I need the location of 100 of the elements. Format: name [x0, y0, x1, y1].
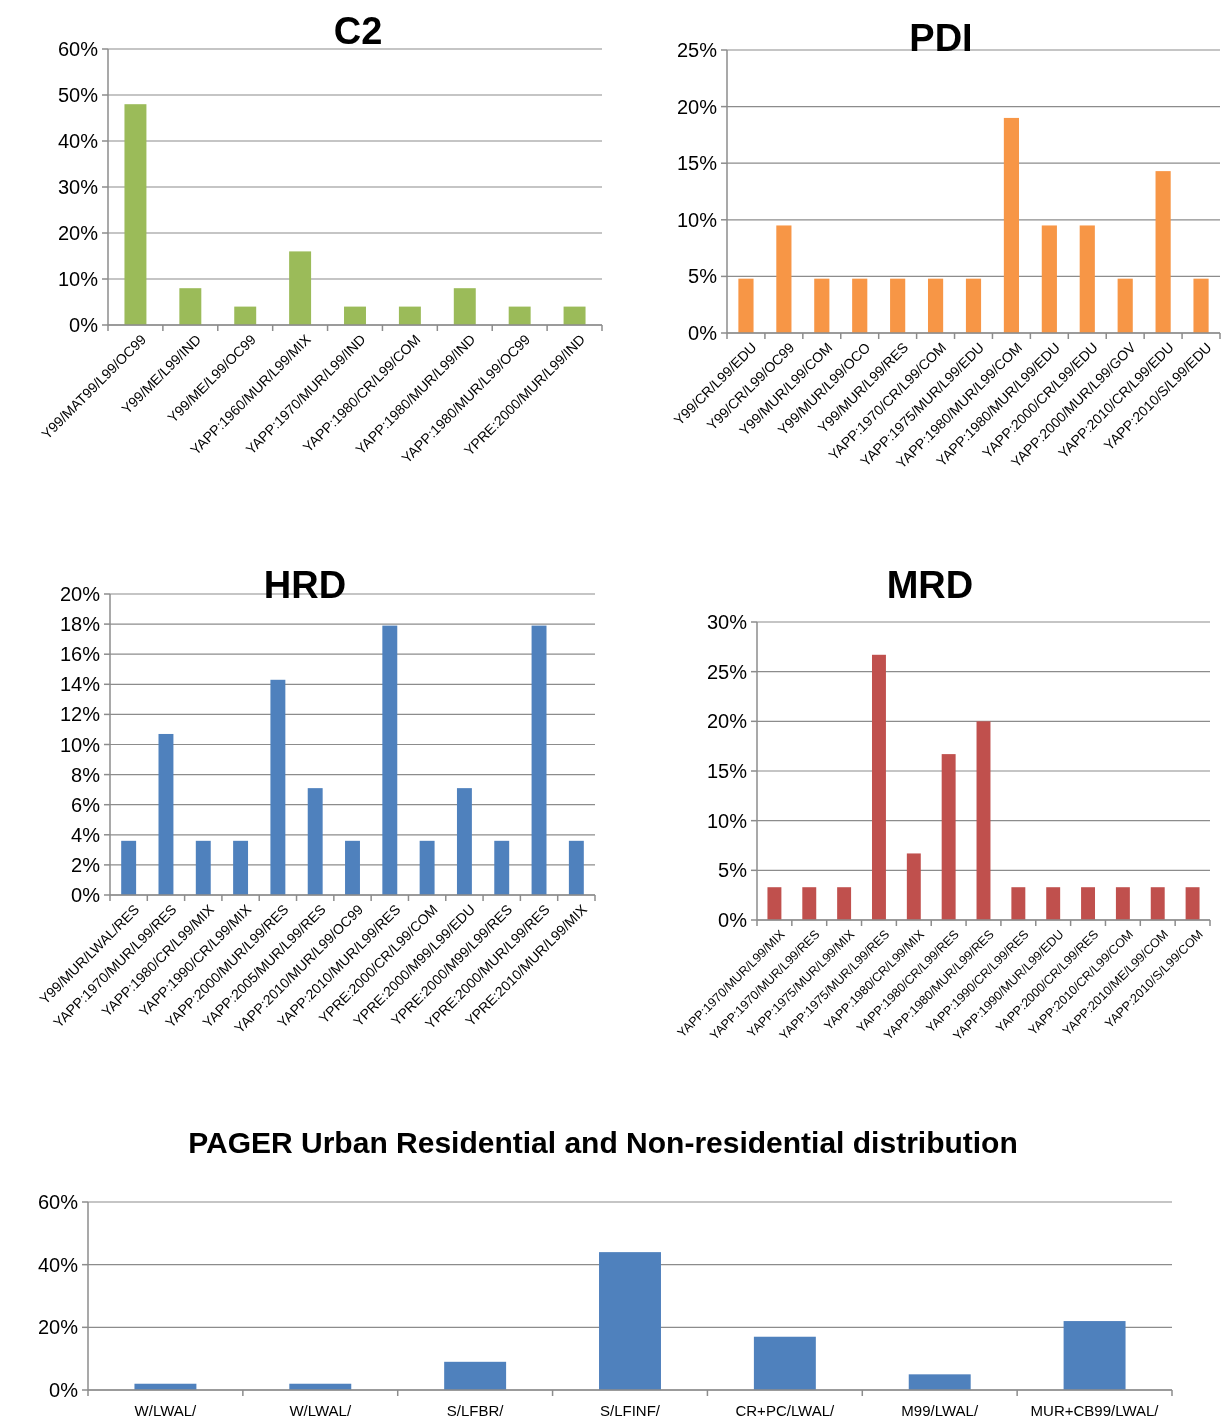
bar	[753, 1336, 816, 1390]
y-tick-label: 15%	[706, 760, 748, 782]
bar	[456, 788, 472, 895]
y-tick-label: 0%	[71, 884, 101, 906]
bar	[1041, 225, 1057, 333]
bar	[289, 251, 312, 325]
y-tick-label: 10%	[57, 268, 99, 290]
y-tick-label: 15%	[676, 152, 718, 175]
y-tick-label: 10%	[706, 809, 748, 832]
bar	[837, 887, 852, 920]
bar	[941, 754, 956, 920]
bar	[270, 679, 286, 895]
bar	[814, 278, 830, 333]
bar	[531, 625, 547, 895]
bar	[158, 733, 174, 895]
bar	[1150, 887, 1165, 920]
y-tick-label: 25%	[706, 660, 748, 683]
bar	[233, 840, 249, 895]
bar	[1117, 278, 1133, 333]
bar	[234, 306, 257, 325]
bar	[908, 1374, 971, 1390]
x-tick-label: W/LWAL/	[134, 1402, 198, 1419]
chart-title: PDI	[909, 17, 973, 59]
bar	[1115, 887, 1130, 920]
y-tick-label: 6%	[71, 793, 101, 816]
y-tick-label: 20%	[676, 95, 718, 118]
bar	[1011, 887, 1026, 920]
bar	[1046, 887, 1061, 920]
bar	[179, 288, 202, 325]
chart-title: HRD	[263, 564, 347, 606]
y-tick-label: 60%	[57, 38, 99, 60]
y-tick-label: 12%	[59, 703, 101, 726]
y-tick-label: 20%	[57, 222, 99, 244]
bar	[852, 278, 868, 333]
bar	[344, 306, 366, 325]
chart-title: PAGER Urban Residential and Non-residential distribution	[188, 1126, 1018, 1159]
bar	[345, 840, 360, 895]
bar	[382, 625, 398, 895]
y-tick-label: 40%	[57, 130, 99, 152]
bar	[599, 1252, 661, 1390]
bar	[453, 288, 476, 325]
x-tick-label: S/LFINF/	[599, 1402, 661, 1419]
bar	[976, 721, 991, 920]
bar	[398, 306, 421, 325]
bar	[508, 306, 531, 325]
bar	[1081, 887, 1096, 920]
x-tick-label: W/LWAL/	[289, 1402, 352, 1419]
bar	[444, 1361, 507, 1390]
x-tick-label: MUR+CB99/LWAL/	[1030, 1402, 1160, 1419]
y-tick-label: 60%	[37, 1191, 79, 1213]
y-tick-label: 30%	[57, 176, 99, 198]
bar	[419, 840, 435, 895]
bar	[1185, 887, 1200, 920]
y-tick-label: 0%	[718, 909, 748, 931]
y-tick-label: 5%	[718, 859, 748, 882]
y-tick-label: 4%	[71, 823, 101, 846]
bar	[776, 225, 792, 333]
y-tick-label: 14%	[59, 673, 101, 696]
bar	[767, 887, 782, 920]
bar	[563, 306, 586, 325]
x-tick-label: M99/LWAL/	[901, 1402, 979, 1419]
bar	[1003, 117, 1020, 333]
bar	[1063, 1321, 1126, 1390]
y-tick-label: 10%	[676, 208, 718, 231]
bar	[965, 278, 982, 333]
y-tick-label: 10%	[59, 733, 101, 756]
bar	[1155, 171, 1171, 333]
bar	[124, 104, 147, 325]
y-tick-label: 25%	[676, 39, 718, 61]
y-tick-label: 20%	[37, 1316, 79, 1339]
y-tick-label: 5%	[688, 265, 718, 288]
y-tick-label: 40%	[37, 1253, 79, 1276]
y-tick-label: 16%	[59, 643, 101, 666]
y-tick-label: 0%	[49, 1379, 79, 1401]
bar	[494, 840, 510, 895]
y-tick-label: 8%	[71, 763, 101, 786]
bar	[1079, 225, 1095, 333]
bar	[927, 278, 944, 333]
bar	[568, 840, 584, 895]
y-tick-label: 30%	[706, 611, 748, 633]
x-tick-label: CR+PC/LWAL/	[735, 1402, 836, 1419]
y-tick-label: 2%	[71, 853, 101, 876]
bar	[871, 654, 886, 920]
bar	[1193, 278, 1209, 333]
bar	[738, 278, 754, 333]
y-tick-label: 20%	[59, 583, 101, 605]
chart-title: C2	[333, 10, 383, 52]
y-tick-label: 50%	[57, 84, 99, 106]
bar	[802, 887, 817, 920]
x-tick-label: S/LFBR/	[446, 1402, 505, 1419]
bar	[195, 840, 211, 895]
y-tick-label: 18%	[59, 613, 101, 636]
y-tick-label: 20%	[706, 710, 748, 733]
y-tick-label: 0%	[69, 314, 99, 336]
bar	[121, 840, 137, 895]
bar	[307, 788, 323, 895]
bar	[906, 853, 921, 920]
chart-title: MRD	[886, 564, 974, 606]
bar	[890, 278, 906, 333]
y-tick-label: 0%	[688, 322, 718, 344]
